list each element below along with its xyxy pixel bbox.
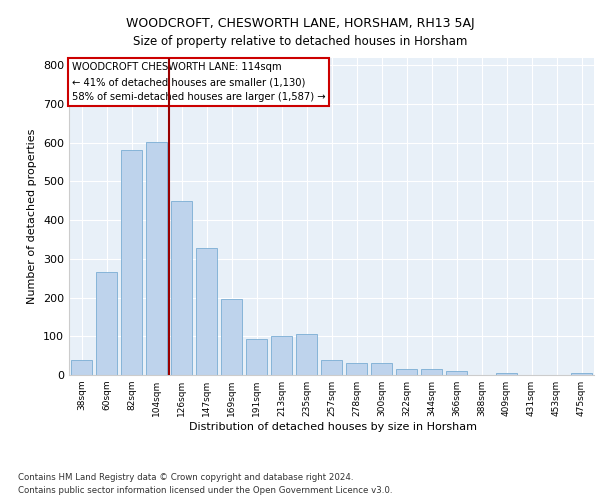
- Bar: [96, 272, 117, 375]
- Text: WOODCROFT, CHESWORTH LANE, HORSHAM, RH13 5AJ: WOODCROFT, CHESWORTH LANE, HORSHAM, RH13…: [125, 18, 475, 30]
- Bar: [246, 340, 267, 375]
- Bar: [271, 336, 292, 375]
- Text: Contains public sector information licensed under the Open Government Licence v3: Contains public sector information licen…: [18, 486, 392, 495]
- Bar: [496, 372, 517, 375]
- Bar: [396, 369, 417, 375]
- Bar: [296, 334, 317, 375]
- Y-axis label: Number of detached properties: Number of detached properties: [28, 128, 37, 304]
- Bar: [171, 201, 192, 375]
- Text: WOODCROFT CHESWORTH LANE: 114sqm
← 41% of detached houses are smaller (1,130)
58: WOODCROFT CHESWORTH LANE: 114sqm ← 41% o…: [71, 62, 325, 102]
- Bar: [146, 142, 167, 375]
- Bar: [121, 150, 142, 375]
- Text: Distribution of detached houses by size in Horsham: Distribution of detached houses by size …: [189, 422, 477, 432]
- Bar: [421, 369, 442, 375]
- Bar: [446, 371, 467, 375]
- Text: Contains HM Land Registry data © Crown copyright and database right 2024.: Contains HM Land Registry data © Crown c…: [18, 472, 353, 482]
- Bar: [321, 360, 342, 375]
- Bar: [221, 300, 242, 375]
- Text: Size of property relative to detached houses in Horsham: Size of property relative to detached ho…: [133, 35, 467, 48]
- Bar: [571, 372, 592, 375]
- Bar: [196, 248, 217, 375]
- Bar: [71, 360, 92, 375]
- Bar: [346, 362, 367, 375]
- Bar: [371, 364, 392, 375]
